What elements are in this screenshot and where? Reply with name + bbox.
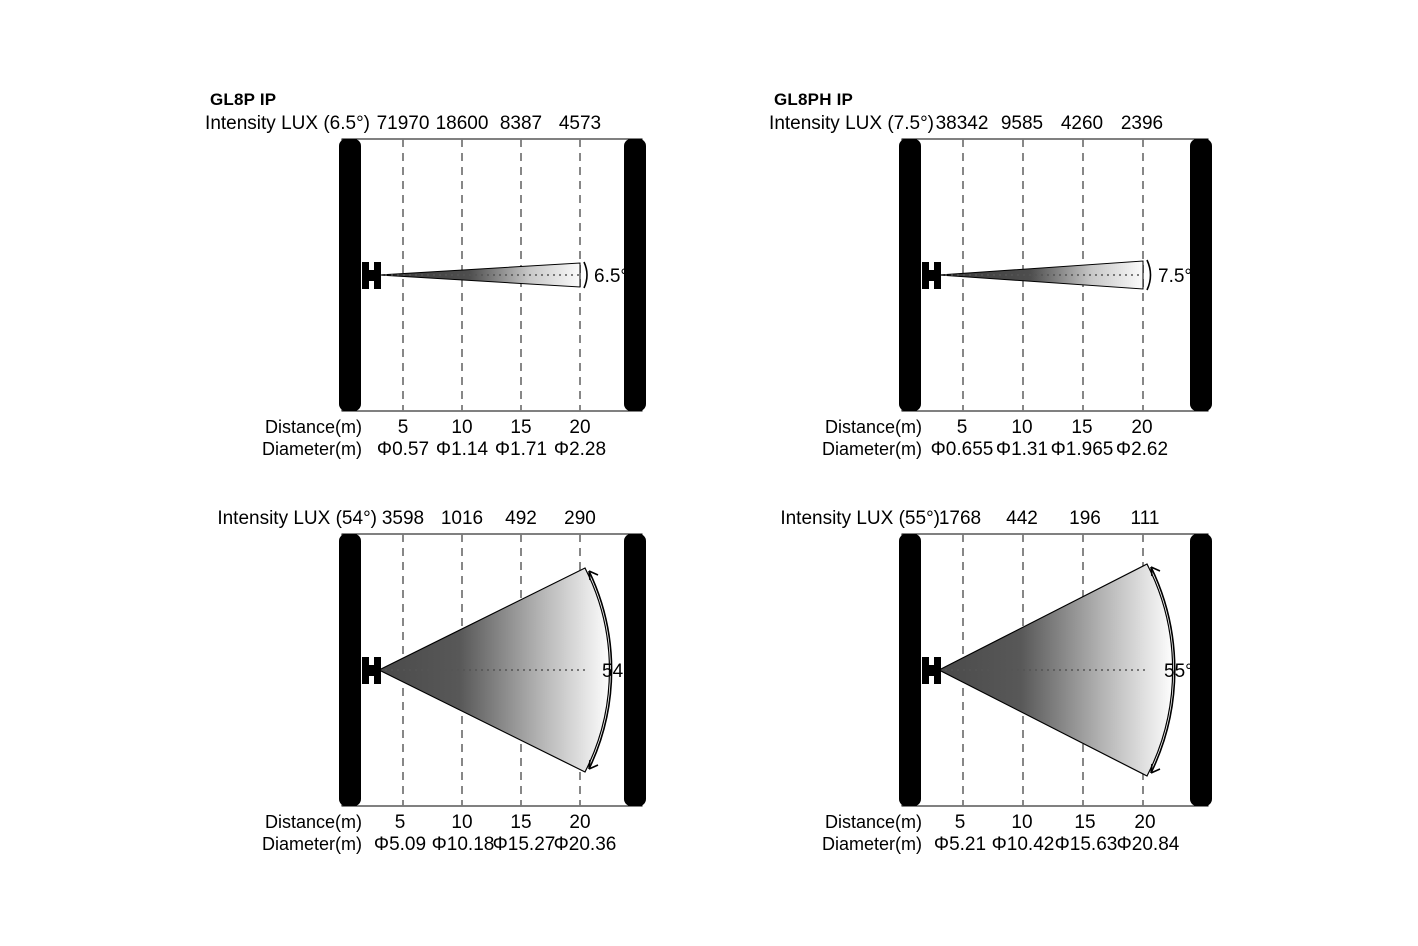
beam-angle-label-gl8ph-wide: 55° <box>1164 661 1193 682</box>
diameter-value: Φ2.62 <box>1115 439 1169 460</box>
intensity-value: 4573 <box>558 113 602 134</box>
diameter-value: Φ10.42 <box>991 834 1055 855</box>
intensity-value: 18600 <box>435 113 489 134</box>
distance-value: 20 <box>569 417 591 438</box>
beam-angle-label-gl8ph-narrow: 7.5° <box>1158 266 1192 287</box>
distance-row-label: Distance(m) <box>264 417 362 437</box>
model-title-gl8p: GL8P IP <box>210 90 277 109</box>
intensity-value: 38342 <box>935 113 989 134</box>
diameter-row-label: Diameter(m) <box>821 439 922 459</box>
intensity-values-gl8p-narrow: 71970 18600 8387 4573 <box>0 113 709 139</box>
beam-diagram-gl8ph-wide: 55° <box>896 531 1214 809</box>
distance-value: 15 <box>510 812 532 833</box>
diameter-value: Φ0.655 <box>930 439 994 460</box>
fixture-icon <box>922 262 941 289</box>
intensity-value: 492 <box>505 508 537 529</box>
distance-value: 20 <box>569 812 591 833</box>
intensity-value: 196 <box>1069 508 1101 529</box>
intensity-value: 111 <box>1130 508 1160 529</box>
intensity-value: 4260 <box>1060 113 1104 134</box>
distance-value: 10 <box>451 417 473 438</box>
fixture-icon <box>362 262 381 289</box>
beam-diagram-gl8p-narrow: 6.5° <box>336 136 648 414</box>
panel-gl8ph-narrow: GL8PH IP Intensity LUX (7.5°) 38342 9585… <box>0 90 1418 460</box>
intensity-values-gl8ph-narrow: 38342 9585 4260 2396 <box>0 113 1418 139</box>
diameter-row-label: Diameter(m) <box>821 834 922 854</box>
diameter-value: Φ1.965 <box>1050 439 1114 460</box>
panel-gl8p-narrow: GL8P IP Intensity LUX (6.5°) 71970 18600… <box>0 0 709 473</box>
distance-value: 10 <box>1011 812 1033 833</box>
panel-gl8p-wide: Intensity LUX (54°) 3598 1016 492 290 <box>0 508 709 855</box>
intensity-label-gl8ph-wide: Intensity LUX (55°) <box>780 508 940 529</box>
beam-diagram-gl8p-wide: 54° <box>336 531 648 809</box>
model-title-gl8ph: GL8PH IP <box>774 90 854 109</box>
distance-value: 10 <box>451 812 473 833</box>
distance-row-label: Distance(m) <box>264 812 362 832</box>
beam-angle-label-gl8p-wide: 54° <box>602 661 631 682</box>
diameter-row-label: Diameter(m) <box>261 439 362 459</box>
intensity-value: 71970 <box>376 113 430 134</box>
diameter-value: Φ20.84 <box>1116 834 1180 855</box>
distance-value: 20 <box>1134 812 1156 833</box>
gridlines <box>962 139 1144 411</box>
beam-angle-label-gl8p-narrow: 6.5° <box>594 266 628 287</box>
intensity-value: 290 <box>564 508 596 529</box>
intensity-value: 442 <box>1006 508 1038 529</box>
intensity-value: 1768 <box>938 508 982 529</box>
intensity-value: 8387 <box>499 113 543 134</box>
diameter-value: Φ1.31 <box>995 439 1049 460</box>
distance-value: 5 <box>394 812 406 833</box>
distance-row-label: Distance(m) <box>824 417 922 437</box>
diameter-value: Φ5.21 <box>933 834 987 855</box>
distance-value: 20 <box>1131 417 1153 438</box>
intensity-value: 1016 <box>440 508 484 529</box>
fixture-icon <box>922 657 941 684</box>
diameter-value: Φ1.14 <box>435 439 489 460</box>
diameter-value: Φ5.09 <box>373 834 427 855</box>
distance-value: 5 <box>956 417 968 438</box>
diameter-value: Φ10.18 <box>431 834 495 855</box>
fixture-icon <box>362 657 381 684</box>
diameter-value: Φ15.63 <box>1054 834 1118 855</box>
diameter-value: Φ20.36 <box>553 834 617 855</box>
diameter-value: Φ15.27 <box>492 834 556 855</box>
diameter-value: Φ0.57 <box>376 439 430 460</box>
intensity-value: 2396 <box>1120 113 1164 134</box>
intensity-value: 3598 <box>381 508 425 529</box>
distance-value: 15 <box>1074 812 1096 833</box>
intensity-values-gl8ph-wide: 1768 442 196 111 <box>0 508 1418 534</box>
distance-value: 15 <box>510 417 532 438</box>
diameter-row-label: Diameter(m) <box>261 834 362 854</box>
intensity-value: 9585 <box>1000 113 1044 134</box>
distance-value: 5 <box>397 417 409 438</box>
beam-diagram-gl8ph-narrow: 7.5° <box>896 136 1214 414</box>
intensity-label-gl8ph-narrow: Intensity LUX (7.5°) <box>769 113 934 134</box>
distance-value: 5 <box>954 812 966 833</box>
diameter-value: Φ2.28 <box>553 439 607 460</box>
distance-value: 10 <box>1011 417 1033 438</box>
distance-row-label: Distance(m) <box>824 812 922 832</box>
intensity-label-gl8p-narrow: Intensity LUX (6.5°) <box>205 113 370 134</box>
intensity-label-gl8p-wide: Intensity LUX (54°) <box>217 508 377 529</box>
diameter-value: Φ1.71 <box>494 439 548 460</box>
distance-value: 15 <box>1071 417 1093 438</box>
intensity-values-gl8p-wide: 3598 1016 492 290 <box>0 508 709 534</box>
gridlines <box>402 139 581 411</box>
